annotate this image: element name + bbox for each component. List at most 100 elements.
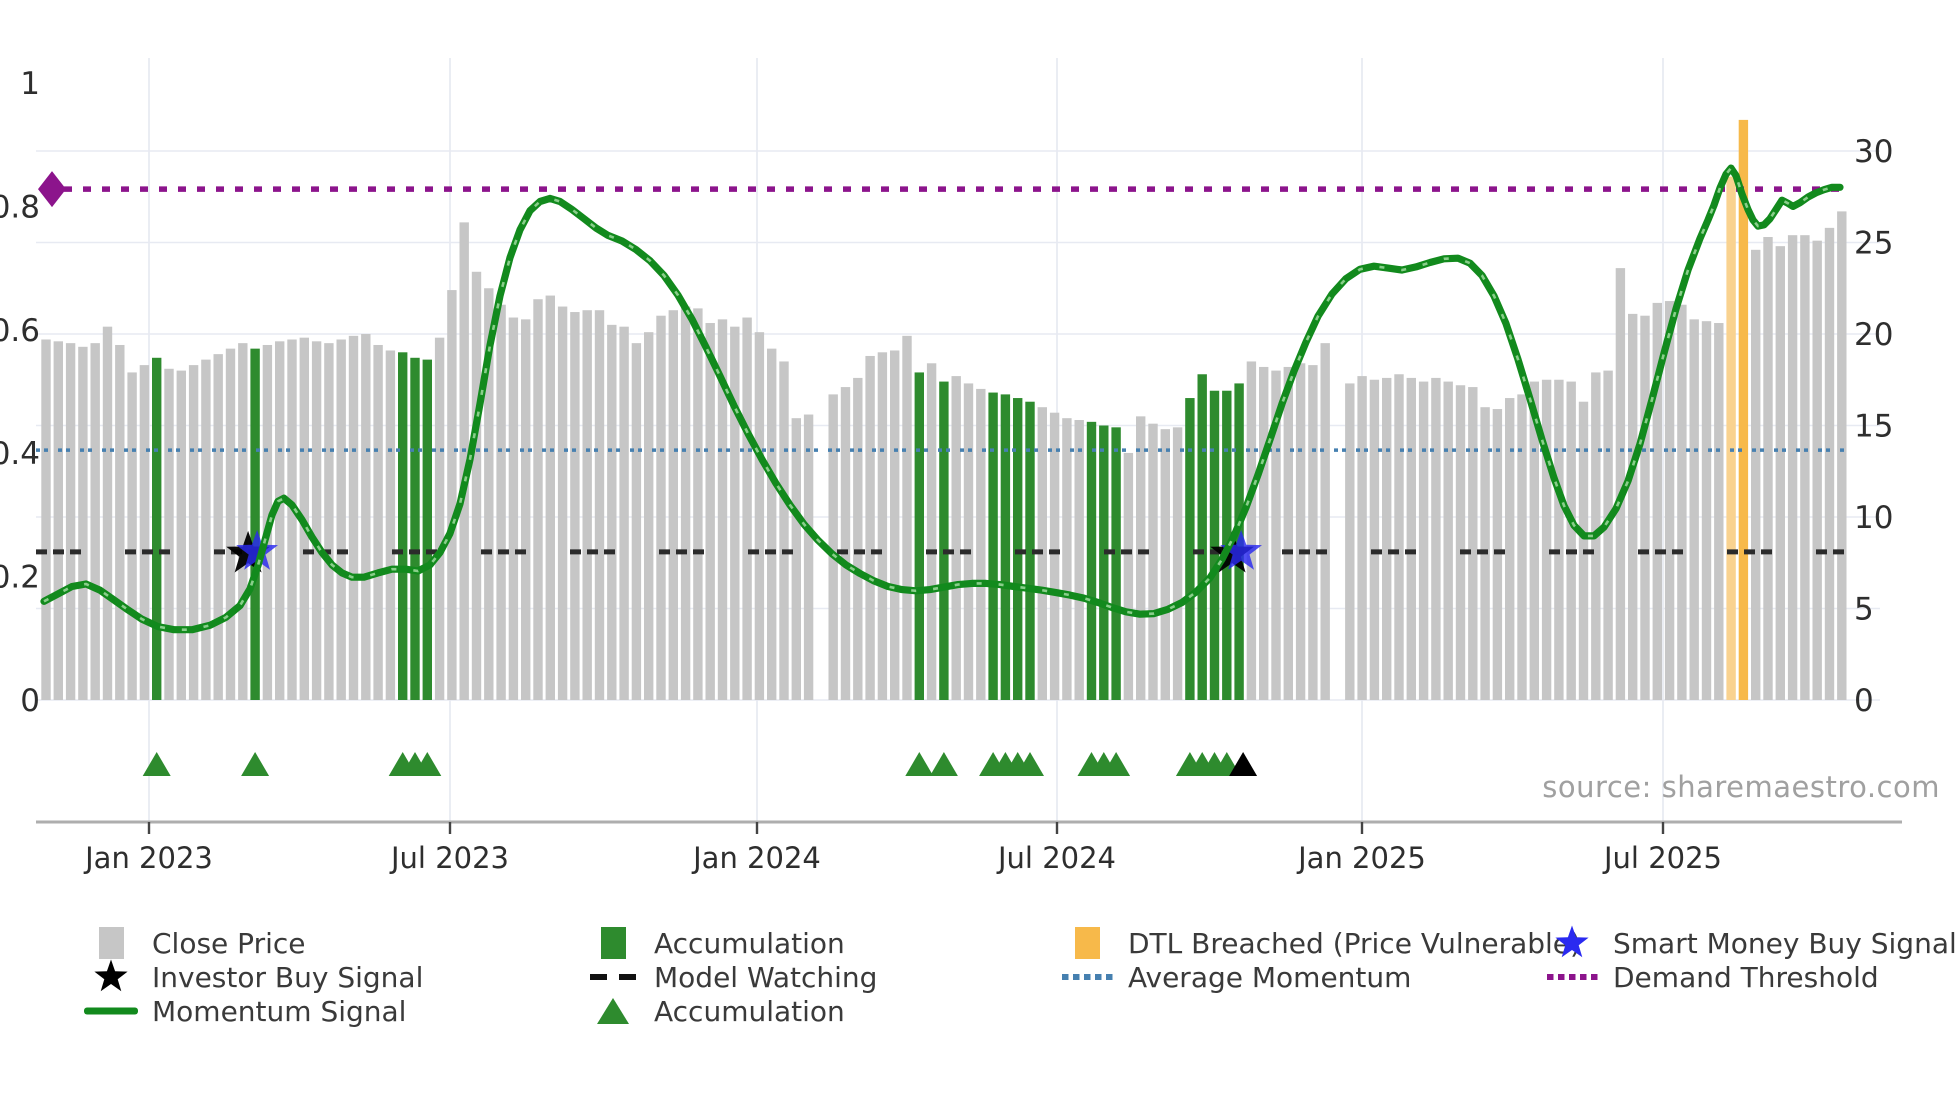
close-price-bar — [1406, 377, 1416, 700]
right-axis-label: 20 — [1854, 317, 1893, 353]
legend-label: DTL Breached (Price Vulnerable) — [1128, 926, 1581, 960]
rect-gray-legend-marker-icon — [82, 925, 140, 961]
demand-threshold-diamond — [38, 171, 66, 208]
close-price-bar — [644, 332, 654, 700]
close-price-bar — [890, 350, 900, 700]
legend-label: Demand Threshold — [1613, 960, 1879, 994]
close-price-bar — [557, 306, 568, 700]
close-price-bar — [791, 418, 801, 700]
investor-buy-triangle — [1229, 752, 1258, 776]
accumulation-bar — [1099, 425, 1109, 700]
left-axis-label: 0 — [20, 683, 40, 719]
right-axis-label: 25 — [1854, 226, 1893, 262]
close-price-bar — [1628, 313, 1638, 700]
close-price-bar — [1492, 409, 1503, 700]
close-price-bar — [1394, 374, 1404, 700]
legend-item-investor-buy-signal: Investor Buy Signal — [82, 959, 423, 994]
close-price-bar — [1701, 321, 1712, 700]
legend-item-accumulation: Accumulation — [584, 994, 877, 1028]
close-price-bar — [1369, 379, 1380, 700]
close-price-bar — [434, 337, 445, 700]
close-price-bar — [1468, 387, 1478, 700]
close-price-bar — [1566, 381, 1576, 700]
accumulation-bar — [1209, 390, 1220, 700]
legend-label: Average Momentum — [1128, 960, 1412, 994]
close-price-bar — [668, 310, 678, 700]
legend-item-smart-money-buy-signal: Smart Money Buy Signal — [1543, 925, 1957, 960]
accumulation-bar — [1111, 427, 1121, 700]
accumulation-bar — [1185, 398, 1195, 700]
close-price-bar — [619, 326, 629, 700]
accumulation-bar — [410, 357, 420, 700]
close-price-bar — [53, 341, 63, 700]
close-price-bar — [607, 324, 617, 700]
close-price-bar — [1505, 398, 1515, 700]
close-price-bar — [631, 343, 642, 700]
legend-item-model-watching: Model Watching — [584, 960, 877, 994]
momentum-line-hatch — [43, 165, 1840, 632]
close-price-bar — [1812, 240, 1822, 701]
close-price-bar — [803, 414, 814, 700]
close-price-bar — [1763, 237, 1773, 700]
close-price-bar — [717, 319, 728, 700]
close-price-bar — [656, 315, 666, 700]
close-price-bar — [1382, 377, 1392, 700]
close-price-bar — [1148, 423, 1158, 700]
close-price-bar — [1529, 381, 1539, 700]
line-green-legend-marker-icon — [82, 993, 140, 1029]
x-axis-label: Jul 2025 — [1602, 841, 1722, 875]
legend-column: Smart Money Buy Signal Demand Threshold — [1543, 925, 1957, 995]
accumulation-triangle — [929, 752, 958, 776]
close-price-bar — [102, 326, 113, 700]
close-price-bar — [840, 387, 851, 700]
close-price-bar — [963, 383, 974, 700]
close-price-bar — [1455, 385, 1466, 700]
close-price-bar — [225, 348, 236, 700]
close-price-bar — [1123, 452, 1134, 700]
close-price-bar — [730, 326, 740, 700]
close-price-bar — [779, 361, 789, 700]
legend-label: Close Price — [152, 926, 306, 960]
close-price-bar — [951, 376, 961, 700]
accumulation-triangle — [142, 752, 171, 776]
close-price-bar — [1172, 427, 1183, 700]
close-price-bar — [693, 308, 703, 700]
close-price-bar — [570, 312, 580, 700]
accumulation-bar — [1025, 401, 1035, 700]
accumulation-triangle — [1016, 752, 1044, 776]
close-price-bar — [976, 388, 986, 700]
left-axis-label: 0.8 — [0, 189, 40, 225]
close-price-bar — [926, 363, 937, 700]
close-price-bar — [1246, 361, 1257, 700]
close-price-bar — [41, 339, 51, 700]
close-price-bar — [164, 368, 174, 700]
close-price-bar — [1652, 302, 1662, 700]
close-price-bar — [1689, 319, 1699, 700]
dots-blue-legend-marker-icon — [1058, 959, 1116, 995]
close-price-bar — [533, 299, 543, 700]
close-price-bar — [1837, 211, 1847, 700]
accumulation-bar — [398, 352, 408, 700]
close-price-bar — [1775, 246, 1785, 700]
close-price-bar — [767, 348, 777, 700]
close-price-bar — [1283, 366, 1293, 700]
close-price-bar — [484, 288, 494, 700]
close-price-bar — [115, 344, 125, 700]
legend-item-dtl-breached-price-vulnerable: DTL Breached (Price Vulnerable) — [1058, 926, 1581, 960]
dtl-breached-bar — [1738, 119, 1749, 700]
close-price-bar — [201, 359, 211, 700]
close-price-bar — [361, 334, 371, 700]
right-axis-label: 30 — [1854, 134, 1893, 170]
accumulation-bar — [1197, 374, 1207, 700]
close-price-bar — [1136, 416, 1146, 700]
left-axis-label: 0.6 — [0, 313, 40, 349]
tri-green-legend-marker-icon — [584, 993, 642, 1029]
close-price-bar — [348, 335, 359, 700]
close-price-bar — [287, 339, 297, 700]
close-price-bar — [865, 355, 875, 700]
dots-purple-legend-marker-icon — [1543, 959, 1601, 995]
legend-label: Accumulation — [654, 994, 845, 1028]
close-price-bar — [1295, 363, 1306, 700]
accumulation-bar — [939, 381, 949, 700]
x-axis-label: Jul 2023 — [389, 841, 509, 875]
